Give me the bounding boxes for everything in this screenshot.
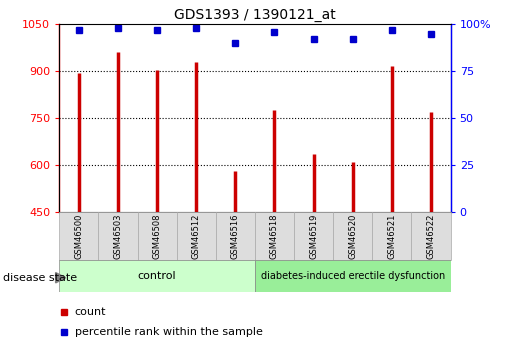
Bar <box>333 212 372 260</box>
Polygon shape <box>56 273 65 283</box>
Text: GSM46522: GSM46522 <box>426 214 436 259</box>
Text: percentile rank within the sample: percentile rank within the sample <box>75 327 263 337</box>
Bar <box>411 212 451 260</box>
Bar <box>255 212 294 260</box>
Bar <box>294 212 333 260</box>
Text: GSM46500: GSM46500 <box>74 214 83 259</box>
Text: diabetes-induced erectile dysfunction: diabetes-induced erectile dysfunction <box>261 271 445 281</box>
Text: GSM46521: GSM46521 <box>387 214 397 259</box>
Text: GSM46512: GSM46512 <box>192 214 201 259</box>
Text: disease state: disease state <box>3 273 77 283</box>
Text: GSM46519: GSM46519 <box>309 214 318 259</box>
Text: control: control <box>138 271 176 281</box>
Text: GSM46520: GSM46520 <box>348 214 357 259</box>
Text: count: count <box>75 307 106 317</box>
Title: GDS1393 / 1390121_at: GDS1393 / 1390121_at <box>174 8 336 22</box>
Text: GSM46503: GSM46503 <box>113 214 123 259</box>
Bar <box>255 260 451 292</box>
Text: GSM46518: GSM46518 <box>270 214 279 259</box>
Bar <box>372 212 411 260</box>
Bar <box>138 212 177 260</box>
Bar <box>59 260 255 292</box>
Text: GSM46516: GSM46516 <box>231 214 240 259</box>
Bar <box>59 212 98 260</box>
Bar <box>216 212 255 260</box>
Bar <box>98 212 138 260</box>
Bar <box>177 212 216 260</box>
Text: GSM46508: GSM46508 <box>152 214 162 259</box>
